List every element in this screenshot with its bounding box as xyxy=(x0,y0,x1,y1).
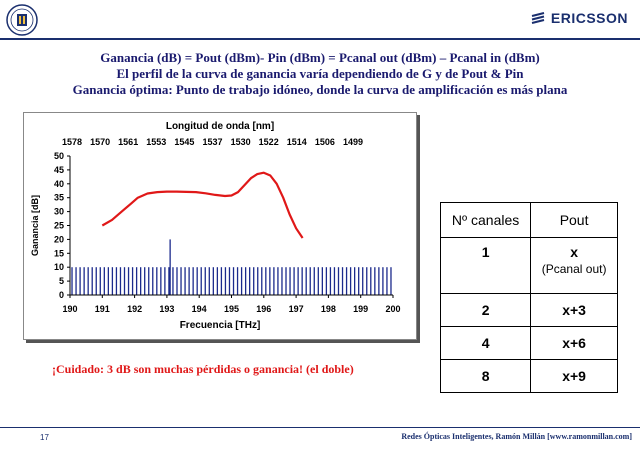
top-tick-label: 1553 xyxy=(146,137,166,147)
header-canales: Nº canales xyxy=(439,202,532,238)
cell-pout: x+6 xyxy=(530,326,618,360)
header-divider xyxy=(0,38,640,40)
slide-titles: Ganancia (dB) = Pout (dBm)- Pin (dBm) = … xyxy=(0,50,640,98)
x-tick-label: 198 xyxy=(321,304,336,314)
x-tick-label: 199 xyxy=(353,304,368,314)
cell-pout: x+3 xyxy=(530,293,618,327)
x-axis-label: Frecuencia [THz] xyxy=(180,320,261,331)
logo-text: ERICSSON xyxy=(550,10,628,26)
y-tick-label: 40 xyxy=(54,179,64,189)
warning-text: ¡Cuidado: 3 dB son muchas pérdidas o gan… xyxy=(52,362,354,376)
page-number: 17 xyxy=(40,433,49,442)
table-row: 2 x+3 xyxy=(439,293,618,327)
y-tick-label: 30 xyxy=(54,207,64,217)
y-tick-label: 0 xyxy=(59,290,64,300)
top-tick-label: 1522 xyxy=(259,137,279,147)
top-tick-label: 1506 xyxy=(315,137,335,147)
y-tick-label: 5 xyxy=(59,276,64,286)
x-tick-label: 190 xyxy=(62,304,77,314)
x-tick-label: 197 xyxy=(289,304,304,314)
table-header-row: Nº canales Pout xyxy=(439,202,618,238)
x-tick-label: 193 xyxy=(159,304,174,314)
header-pout: Pout xyxy=(530,202,618,238)
y-tick-label: 50 xyxy=(54,151,64,161)
cell-canales: 1 xyxy=(439,237,532,294)
top-axis-label: Longitud de onda [nm] xyxy=(166,121,274,132)
y-tick-label: 10 xyxy=(54,262,64,272)
y-tick-label: 45 xyxy=(54,165,64,175)
pout-value: x xyxy=(570,244,578,260)
university-seal-icon xyxy=(6,4,38,36)
top-tick-label: 1545 xyxy=(174,137,194,147)
footer-divider xyxy=(0,427,640,428)
top-tick-label: 1499 xyxy=(343,137,363,147)
y-axis-label: Ganancia [dB] xyxy=(30,195,40,256)
y-tick-label: 15 xyxy=(54,248,64,258)
ericsson-logo: ERICSSON xyxy=(531,10,628,26)
cell-canales: 8 xyxy=(439,359,532,393)
title-line-3: Ganancia óptima: Punto de trabajo idóneo… xyxy=(72,82,568,97)
gain-chart: 0 5 10 15 20 25 30 35 40 45 50 190 191 192 193 194 195 19… xyxy=(30,121,401,331)
cell-pout: x+9 xyxy=(530,359,618,393)
top-tick-label: 1578 xyxy=(62,137,82,147)
pout-subtext: (Pcanal out) xyxy=(541,262,607,276)
slide-header: ERICSSON xyxy=(0,0,640,40)
x-tick-label: 191 xyxy=(95,304,110,314)
x-tick-label: 192 xyxy=(127,304,142,314)
top-tick-label: 1561 xyxy=(118,137,138,147)
top-tick-label: 1537 xyxy=(202,137,222,147)
cell-canales: 2 xyxy=(439,293,532,327)
footer-credit: Redes Ópticas Inteligentes, Ramón Millán… xyxy=(401,432,632,441)
cell-pout: x (Pcanal out) xyxy=(530,237,618,294)
y-tick-label: 25 xyxy=(54,221,64,231)
table-row: 1 x (Pcanal out) xyxy=(439,237,618,294)
x-tick-label: 194 xyxy=(192,304,207,314)
y-tick-label: 35 xyxy=(54,193,64,203)
table-row: 4 x+6 xyxy=(439,326,618,360)
ericsson-mark-icon xyxy=(531,12,545,24)
title-line-1: Ganancia (dB) = Pout (dBm)- Pin (dBm) = … xyxy=(100,50,540,65)
cell-canales: 4 xyxy=(439,326,532,360)
y-tick-label: 20 xyxy=(54,234,64,244)
x-tick-label: 196 xyxy=(256,304,271,314)
title-line-2: El perfil de la curva de ganancia varía … xyxy=(116,66,524,81)
top-tick-label: 1514 xyxy=(287,137,307,147)
top-tick-label: 1530 xyxy=(231,137,251,147)
channels-table: Nº canales Pout 1 x (Pcanal out) 2 x+3 4… xyxy=(439,202,618,393)
table-row: 8 x+9 xyxy=(439,359,618,393)
top-tick-label: 1570 xyxy=(90,137,110,147)
x-tick-label: 195 xyxy=(224,304,239,314)
gain-chart-frame: 0 5 10 15 20 25 30 35 40 45 50 190 191 192 193 194 195 19… xyxy=(23,112,417,340)
gain-curve xyxy=(101,171,304,239)
x-tick-label: 200 xyxy=(385,304,400,314)
